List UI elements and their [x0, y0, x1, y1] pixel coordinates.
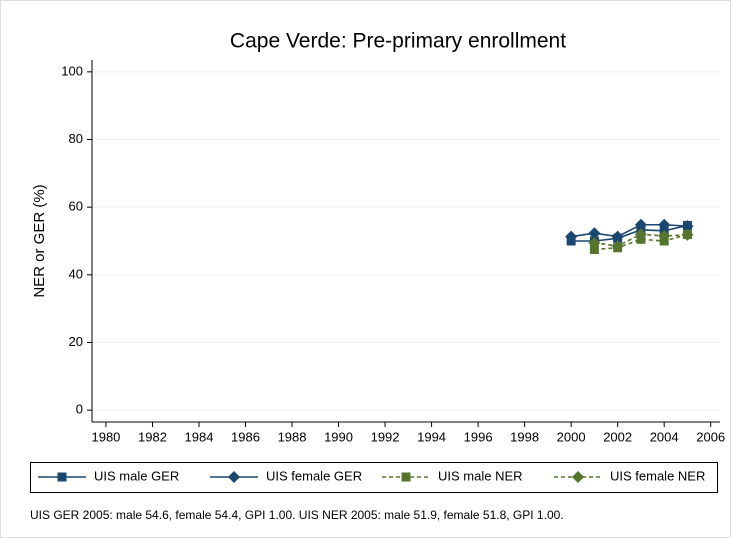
legend-label: UIS female GER	[266, 468, 362, 483]
data-point	[681, 228, 694, 241]
legend-marker	[572, 471, 584, 483]
x-tick-label: 1994	[417, 429, 446, 444]
legend-label: UIS male GER	[94, 468, 179, 483]
data-point	[588, 227, 601, 240]
x-tick-label: 2006	[696, 429, 725, 444]
x-tick-label: 1998	[510, 429, 539, 444]
legend-label: UIS male NER	[438, 468, 523, 483]
y-tick-label: 0	[76, 402, 83, 417]
data-point	[658, 229, 671, 242]
note: UIS GER 2005: male 54.6, female 54.4, GP…	[30, 508, 564, 522]
data-point	[589, 244, 599, 254]
x-tick-label: 1986	[231, 429, 260, 444]
x-tick-label: 1984	[185, 429, 214, 444]
x-tick-label: 2000	[557, 429, 586, 444]
x-tick-label: 1980	[91, 429, 120, 444]
legend-label: UIS female NER	[610, 468, 705, 483]
y-tick-label: 40	[69, 266, 83, 281]
x-tick-label: 1990	[324, 429, 353, 444]
y-tick-label: 100	[61, 63, 83, 78]
x-tick-label: 1996	[464, 429, 493, 444]
y-tick-label: 80	[69, 131, 83, 146]
series-line	[594, 233, 688, 251]
x-tick-label: 2004	[650, 429, 679, 444]
x-tick-label: 1992	[371, 429, 400, 444]
data-point	[565, 230, 578, 243]
data-point	[588, 236, 601, 249]
x-tick-label: 2002	[603, 429, 632, 444]
data-point	[681, 220, 694, 233]
data-point	[611, 230, 624, 243]
data-point	[658, 218, 671, 231]
legend-box	[30, 462, 718, 493]
data-point	[634, 218, 647, 231]
legend-marker	[57, 472, 67, 482]
legend-marker	[228, 471, 240, 483]
y-tick-label: 60	[69, 199, 83, 214]
data-point	[611, 240, 624, 253]
data-point	[634, 228, 647, 241]
x-tick-label: 1982	[138, 429, 167, 444]
chart-title: Cape Verde: Pre-primary enrollment	[230, 30, 566, 53]
y-axis-label: NER or GER (%)	[31, 184, 48, 297]
y-tick-label: 20	[69, 334, 83, 349]
x-tick-label: 1988	[278, 429, 307, 444]
legend-marker	[401, 472, 411, 482]
